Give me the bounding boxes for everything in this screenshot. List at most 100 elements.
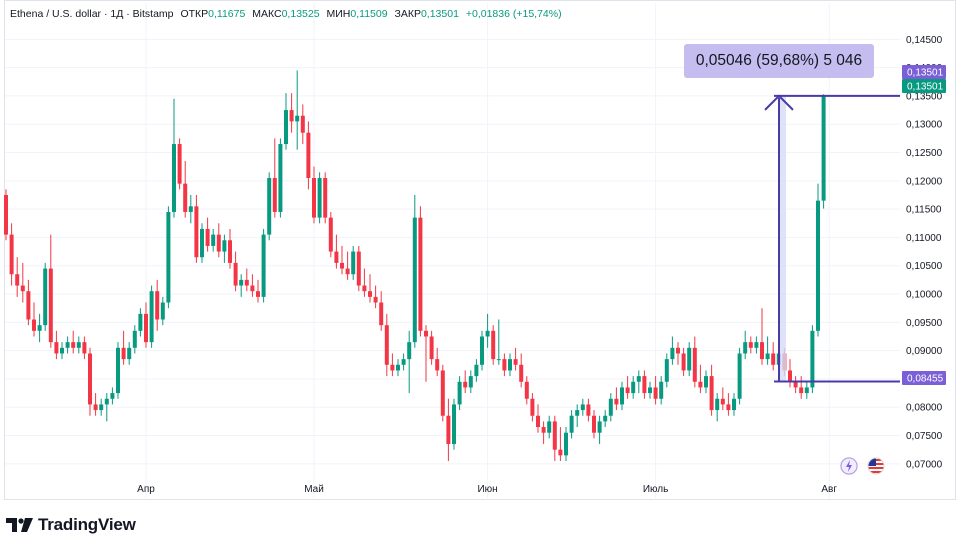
candle-65 <box>368 274 372 303</box>
candle-146 <box>821 94 826 209</box>
measure-tool[interactable] <box>764 94 900 383</box>
candle-body <box>642 376 647 394</box>
candle-body <box>284 110 288 145</box>
candle-body <box>216 234 221 252</box>
candle-46 <box>261 228 266 303</box>
candle-body <box>597 421 602 433</box>
candle-38 <box>216 223 221 258</box>
y-tick-label-10: 0,12000 <box>906 176 943 187</box>
candle-104 <box>586 398 591 422</box>
candle-53 <box>300 104 305 145</box>
candle-body <box>463 381 468 388</box>
time-axis[interactable]: Апр Май Июн Июль Авг <box>137 484 837 495</box>
candle-121 <box>681 347 686 377</box>
candle-body <box>138 313 143 331</box>
candles <box>4 70 826 462</box>
candle-43 <box>244 268 249 292</box>
candle-body <box>183 183 188 212</box>
candle-18 <box>104 393 109 422</box>
price-tag-bg <box>902 65 946 79</box>
candle-97 <box>547 415 552 439</box>
candle-22 <box>127 342 132 365</box>
candle-body <box>715 398 720 411</box>
candle-132 <box>743 330 748 360</box>
candle-101 <box>569 410 574 439</box>
candle-body <box>631 381 636 394</box>
candle-body <box>272 178 277 212</box>
candle-54 <box>306 121 311 190</box>
candle-body <box>37 325 42 331</box>
candle-body <box>541 427 546 433</box>
candle-77 <box>435 347 440 377</box>
candle-20 <box>116 342 120 399</box>
candle-body <box>496 359 501 361</box>
candle-body <box>15 274 20 286</box>
candle-72 <box>407 330 412 394</box>
candle-84 <box>474 359 479 382</box>
candle-14 <box>82 336 87 360</box>
candle-body <box>99 404 104 411</box>
tradingview-logo[interactable]: TradingView <box>6 514 136 536</box>
measure-label[interactable]: 0,05046 (59,68%) 5 046 <box>684 44 874 78</box>
candle-30 <box>172 98 176 218</box>
candle-103 <box>580 398 585 416</box>
candle-body <box>810 330 815 388</box>
candle-body <box>289 110 294 122</box>
candle-body <box>60 347 64 354</box>
candle-body <box>300 115 305 133</box>
candle-body <box>379 302 384 326</box>
candle-body <box>530 398 535 416</box>
lightning-button[interactable] <box>840 457 858 475</box>
candle-body <box>194 206 199 258</box>
candle-body <box>569 415 574 433</box>
candle-93 <box>524 376 529 405</box>
x-tick-label-2: Июн <box>477 484 497 495</box>
candle-body <box>211 234 216 246</box>
candle-body <box>424 330 428 337</box>
candle-145 <box>816 183 820 337</box>
y-tick-label-5: 0,09500 <box>906 318 943 329</box>
candle-body <box>228 240 232 263</box>
candle-body <box>317 178 322 218</box>
candle-body <box>457 381 462 405</box>
candle-body <box>407 342 412 360</box>
candle-16 <box>93 393 98 416</box>
candle-body <box>480 336 484 365</box>
candle-6 <box>37 313 42 343</box>
candle-body <box>620 387 624 405</box>
candle-body <box>748 342 753 348</box>
candle-15 <box>88 347 92 416</box>
candle-135 <box>760 308 764 365</box>
candle-69 <box>390 353 395 377</box>
candle-126 <box>709 364 714 416</box>
candle-98 <box>552 415 557 462</box>
candle-4 <box>26 279 31 326</box>
open-value: 0,11675 <box>208 8 246 20</box>
close-label: ЗАКР <box>394 8 421 20</box>
candle-55 <box>312 166 316 224</box>
candle-17 <box>99 398 104 416</box>
candle-body <box>614 398 619 405</box>
candle-82 <box>463 370 468 394</box>
candle-76 <box>429 330 434 365</box>
candle-body <box>726 404 731 411</box>
candle-48 <box>272 138 277 218</box>
candle-body <box>704 376 708 388</box>
y-tick-label-2: 0,08000 <box>906 403 943 414</box>
candle-113 <box>636 370 641 394</box>
candle-92 <box>519 353 524 388</box>
candle-115 <box>648 381 652 399</box>
candle-body <box>401 359 406 365</box>
price-axis[interactable]: 0,070000,075000,080000,085000,090000,095… <box>906 35 943 471</box>
y-tick-label-15: 0,14500 <box>906 35 943 46</box>
candle-49 <box>278 138 283 218</box>
candle-body <box>4 194 8 235</box>
close-value: 0,13501 <box>420 8 459 20</box>
candle-51 <box>289 93 294 133</box>
candle-body <box>452 404 456 445</box>
flag-button[interactable] <box>867 457 885 475</box>
candle-body <box>659 381 664 399</box>
candle-body <box>166 211 171 303</box>
candle-body <box>743 342 748 354</box>
